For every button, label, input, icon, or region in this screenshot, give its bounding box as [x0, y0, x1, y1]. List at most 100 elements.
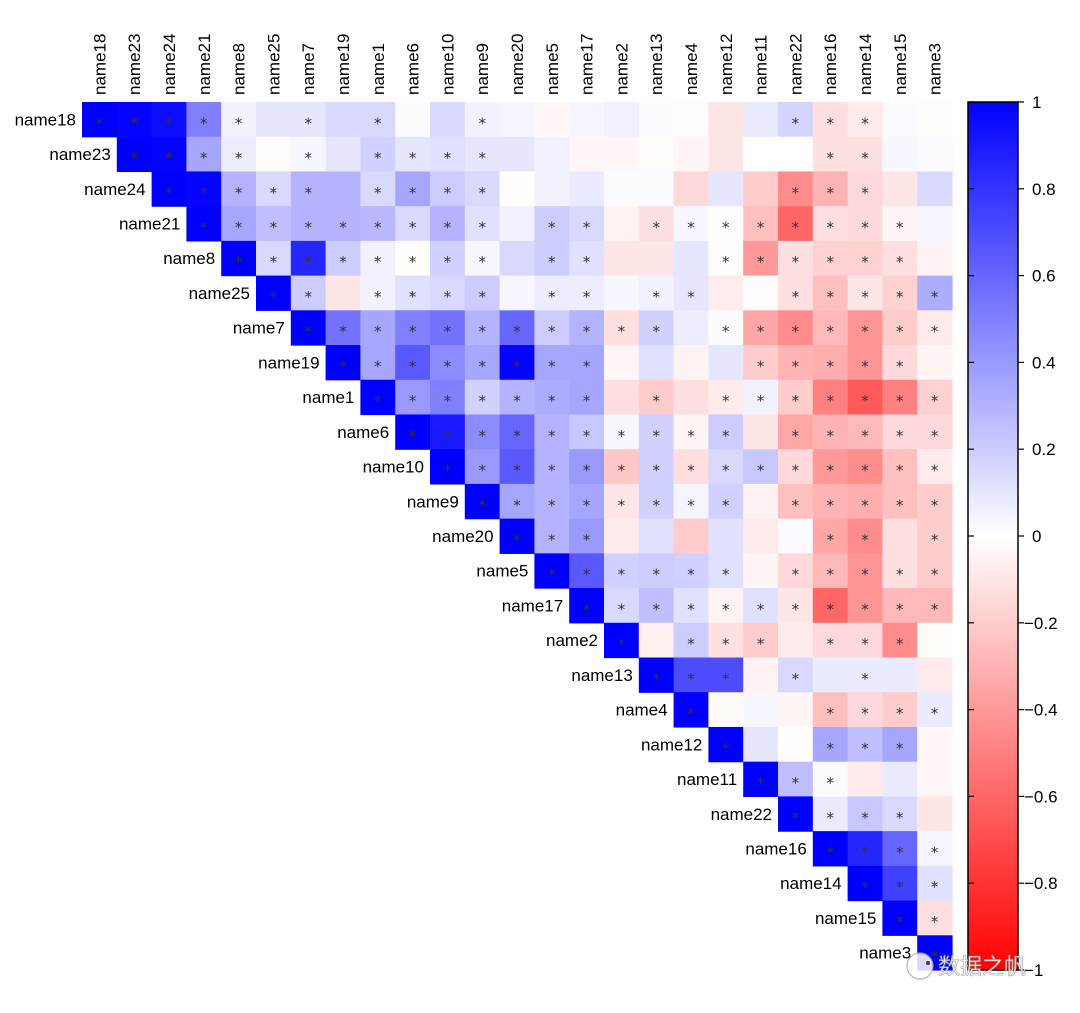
significance-star: *: [304, 323, 312, 341]
heatmap-cell: [499, 136, 535, 173]
heatmap-cell: [673, 692, 709, 728]
heatmap-cell: [569, 136, 605, 173]
significance-star: *: [861, 288, 869, 306]
significance-star: *: [931, 392, 939, 410]
significance-star: *: [722, 739, 730, 757]
heatmap-cell: [847, 379, 883, 416]
column-label: name4: [682, 43, 701, 95]
heatmap-cell: [569, 310, 605, 346]
heatmap-cell: [812, 831, 849, 867]
heatmap-cell: [847, 206, 883, 242]
heatmap-cell: [917, 206, 953, 242]
significance-star: *: [374, 392, 382, 410]
heatmap-cell: [812, 553, 849, 589]
heatmap-cell: [778, 414, 814, 450]
heatmap-cell: [325, 171, 361, 207]
significance-star: *: [861, 600, 869, 618]
significance-star: *: [722, 219, 730, 237]
column-label: name24: [160, 34, 179, 95]
significance-star: *: [896, 253, 904, 271]
heatmap-cell: [812, 345, 849, 381]
heatmap-cell: [638, 102, 675, 138]
significance-star: *: [409, 253, 417, 271]
heatmap-cell: [847, 761, 883, 797]
significance-star: *: [200, 114, 208, 132]
column-labels: name18 name23 name24 name21 name8 name25 name7…: [90, 34, 944, 95]
significance-star: *: [548, 253, 556, 271]
row-label: name7: [233, 319, 285, 338]
significance-star: *: [478, 149, 486, 167]
significance-star: *: [583, 600, 591, 618]
heatmap-cell: [534, 240, 570, 277]
significance-star: *: [235, 149, 243, 167]
heatmap-cell: [708, 553, 744, 589]
column-label: name5: [543, 43, 562, 95]
heatmap-cell: [464, 136, 501, 173]
significance-star: *: [652, 427, 660, 445]
heatmap-cell: [812, 449, 849, 485]
heatmap-cell: [534, 414, 570, 450]
significance-star: *: [931, 496, 939, 514]
heatmap-cell: [673, 588, 709, 624]
heatmap-cell: [778, 206, 814, 242]
heatmap-cell: [534, 275, 570, 311]
significance-star: *: [896, 809, 904, 827]
significance-star: *: [583, 288, 591, 306]
significance-star: *: [826, 427, 834, 445]
heatmap-cell: [882, 726, 918, 763]
significance-star: *: [757, 635, 765, 653]
significance-star: *: [304, 114, 312, 132]
heatmap-cell: [882, 449, 918, 485]
heatmap-cell: [743, 206, 779, 242]
significance-star: *: [792, 427, 800, 445]
heatmap-cell: [917, 449, 953, 485]
heatmap-cell: [221, 240, 257, 277]
heatmap-cell: [464, 206, 501, 242]
heatmap-cell: [778, 310, 814, 346]
significance-star: *: [339, 219, 347, 237]
significance-star: *: [513, 392, 521, 410]
significance-star: *: [896, 913, 904, 931]
heatmap-cell: [360, 136, 396, 173]
heatmap-cell: [464, 240, 501, 277]
significance-star: *: [687, 566, 695, 584]
heatmap-cell: [917, 310, 953, 346]
significance-star: *: [235, 253, 243, 271]
heatmap-cell: [499, 449, 535, 485]
significance-star: *: [861, 149, 869, 167]
significance-star: *: [826, 219, 834, 237]
row-label: name21: [119, 215, 180, 234]
significance-star: *: [826, 114, 834, 132]
significance-star: *: [931, 566, 939, 584]
heatmap-cell: [430, 379, 466, 416]
heatmap-cell: [778, 171, 814, 207]
heatmap-cell: [778, 761, 814, 797]
significance-star: *: [826, 392, 834, 410]
heatmap-cell: [673, 310, 709, 346]
significance-star: *: [583, 531, 591, 549]
significance-star: *: [896, 323, 904, 341]
heatmap-cell: [499, 483, 535, 520]
significance-star: *: [548, 496, 556, 514]
significance-star: *: [687, 288, 695, 306]
heatmap-cell: [499, 102, 535, 138]
heatmap-cell: [917, 240, 953, 277]
significance-star: *: [96, 114, 104, 132]
heatmap-cell: [778, 622, 814, 659]
heatmap-cell: [812, 102, 849, 138]
heatmap-cell: [778, 102, 814, 138]
heatmap-cell: [882, 588, 918, 624]
column-label: name23: [125, 34, 144, 95]
significance-star: *: [826, 149, 834, 167]
significance-star: *: [652, 219, 660, 237]
heatmap-cell: [221, 102, 257, 138]
heatmap-cell: [778, 483, 814, 520]
heatmap-cell: [395, 379, 431, 416]
significance-star: *: [583, 462, 591, 480]
significance-star: *: [444, 219, 452, 237]
heatmap-cell: [569, 102, 605, 138]
heatmap-cell: [812, 136, 849, 173]
significance-star: *: [374, 288, 382, 306]
heatmap-cell: [604, 622, 640, 659]
heatmap-cell: [778, 726, 814, 763]
